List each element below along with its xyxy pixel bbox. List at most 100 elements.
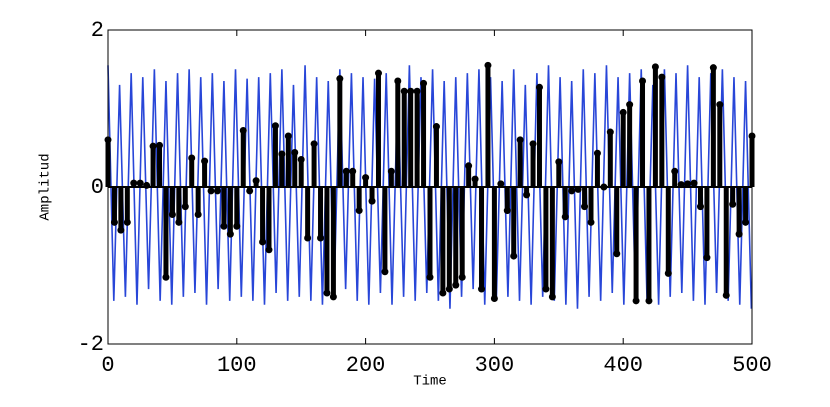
- stem-marker: [168, 210, 176, 218]
- stem-marker: [349, 167, 357, 175]
- stem-marker: [246, 187, 254, 195]
- stem-marker: [703, 254, 711, 262]
- stem-marker: [394, 77, 402, 85]
- x-tick-label: 500: [732, 353, 772, 378]
- stem-marker: [291, 148, 299, 156]
- stem-marker: [387, 167, 395, 175]
- stem-marker: [581, 203, 589, 211]
- stem-marker: [374, 69, 382, 77]
- stem-marker: [220, 222, 228, 230]
- stem-marker: [439, 289, 447, 297]
- stem-marker: [523, 191, 531, 199]
- stem-marker: [381, 268, 389, 276]
- x-axis-label: Time: [413, 374, 447, 390]
- stem-marker: [278, 150, 286, 158]
- y-tick-label: -2: [78, 332, 104, 357]
- stem-marker: [239, 126, 247, 134]
- stem-marker: [606, 128, 614, 136]
- stem-marker: [252, 177, 260, 185]
- stem-marker: [149, 142, 157, 150]
- stem-marker: [478, 285, 486, 293]
- stem-marker: [709, 64, 717, 72]
- stem-marker: [735, 230, 743, 238]
- stem-marker: [181, 203, 189, 211]
- stem-marker: [542, 285, 550, 293]
- stem-marker: [516, 136, 524, 144]
- stem-marker: [465, 162, 473, 170]
- stem-marker: [226, 230, 234, 238]
- stem-marker: [555, 158, 563, 166]
- stem-marker: [503, 207, 511, 215]
- stem-marker: [632, 297, 640, 305]
- stem-marker: [619, 108, 627, 116]
- stem-marker: [362, 174, 370, 182]
- stem-marker: [297, 156, 305, 164]
- stem-marker: [323, 289, 331, 297]
- stem-marker: [432, 123, 440, 131]
- stem-marker: [471, 175, 479, 183]
- stem-marker: [317, 234, 325, 242]
- stem-marker: [484, 61, 492, 69]
- stem-marker: [259, 238, 267, 246]
- stem-marker: [156, 141, 164, 149]
- x-tick-label: 400: [603, 353, 643, 378]
- stem-marker: [510, 252, 518, 260]
- stem-marker: [626, 101, 634, 109]
- stem-marker: [355, 207, 363, 215]
- stem-marker: [458, 273, 466, 281]
- stem-marker: [716, 101, 724, 109]
- stem-marker: [561, 213, 569, 221]
- stem-marker: [742, 218, 750, 226]
- stem-marker: [529, 140, 537, 148]
- stem-marker: [188, 154, 196, 162]
- stem-marker: [265, 246, 273, 254]
- stem-marker: [123, 218, 131, 226]
- stem-marker: [194, 210, 202, 218]
- stem-marker: [207, 187, 215, 195]
- stem-marker: [413, 87, 421, 95]
- y-tick-label: 2: [91, 18, 104, 43]
- stem-marker: [684, 180, 692, 188]
- stem-marker: [233, 222, 241, 230]
- stem-marker: [696, 203, 704, 211]
- stem-marker: [690, 179, 698, 187]
- stem-marker: [175, 218, 183, 226]
- y-tick-label: 0: [91, 175, 104, 200]
- stem-marker: [722, 291, 730, 299]
- stem-marker: [342, 167, 350, 175]
- stem-marker: [110, 218, 118, 226]
- stem-marker: [613, 250, 621, 258]
- stem-marker: [497, 180, 505, 188]
- stem-marker: [593, 149, 601, 157]
- stem-marker: [336, 75, 344, 83]
- stem-marker: [130, 179, 138, 187]
- stem-marker: [310, 140, 318, 148]
- stem-marker: [729, 200, 737, 208]
- stem-marker: [671, 167, 679, 175]
- stem-marker: [284, 132, 292, 140]
- stem-marker: [426, 273, 434, 281]
- stem-marker: [535, 83, 543, 91]
- stem-marker: [548, 293, 556, 301]
- stem-marker: [271, 122, 279, 130]
- stem-marker: [136, 179, 144, 187]
- stem-marker: [213, 187, 221, 195]
- stem-marker: [117, 226, 125, 234]
- stem-marker: [568, 187, 576, 195]
- stem-marker: [329, 293, 337, 301]
- stem-marker: [445, 285, 453, 293]
- x-tick-label: 200: [346, 353, 386, 378]
- stem-marker: [639, 77, 647, 85]
- stem-marker: [587, 218, 595, 226]
- y-axis-label: Amplitud: [38, 153, 54, 220]
- stem-marker: [407, 87, 415, 95]
- x-tick-label: 100: [217, 353, 257, 378]
- stem-marker: [452, 281, 460, 289]
- stem-marker: [420, 79, 428, 87]
- plot-area: [104, 61, 756, 309]
- stem-marker: [490, 294, 498, 302]
- x-tick-label: 0: [101, 353, 114, 378]
- stem-marker: [201, 157, 209, 165]
- stem-marker: [368, 197, 376, 205]
